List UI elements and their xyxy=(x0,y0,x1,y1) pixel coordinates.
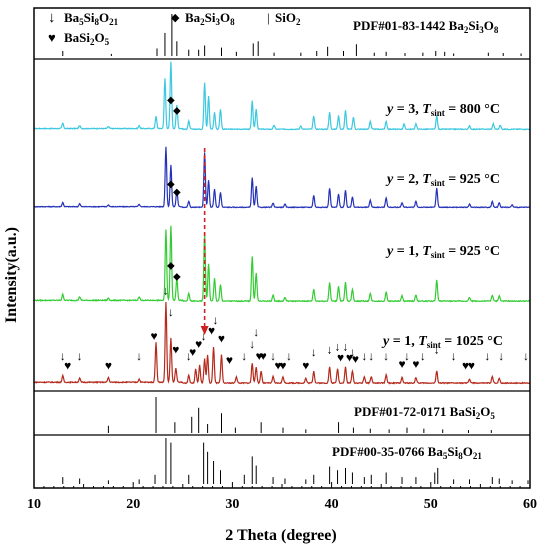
phase-marker-3-46: ↓ xyxy=(484,349,490,363)
phase-marker-3-43: ↓ xyxy=(451,349,457,363)
phase-marker-3-30: ♥ xyxy=(337,351,344,365)
phase-marker-3-4: ↓ xyxy=(136,349,142,363)
series-label-2: y = 2, Tsint = 925 °C xyxy=(385,172,500,188)
phase-marker-2-1: ◆ xyxy=(173,272,181,283)
phase-marker-3-15: ♥ xyxy=(218,331,225,345)
legend-label-basi2o5: BaSi2O5 xyxy=(64,30,110,47)
phase-markers: ◆◆◆◆◆◆↓ ↓♥ ♥↓♥↓↓♥ ↓♥♥↓ ♥↓♥♥ ↓↓↓♥♥ ↓♥♥↓♥↓ ↓ ↓♥↓♥↓… xyxy=(60,95,529,372)
legend-symbol-basi2o5: ♥ xyxy=(48,30,56,45)
ref-label-top: PDF#01-83-1442 Ba2Si3O8 xyxy=(353,18,499,35)
legend-label-ba5si8o21: Ba5Si8O21 xyxy=(64,10,119,27)
phase-marker-0-0: ◆ xyxy=(167,95,175,106)
x-tick-label-40: 40 xyxy=(325,497,339,512)
x-tick-label-50: 50 xyxy=(424,497,438,512)
phase-marker-3-3: ♥ xyxy=(105,359,112,373)
phase-marker-3-31: ↓ xyxy=(342,339,348,353)
phase-marker-3-33: ↓ xyxy=(349,345,355,359)
phase-marker-3-21: ♥ xyxy=(260,349,267,363)
phase-marker-3-14: ↓ xyxy=(213,313,219,327)
phase-marker-3-36: ↓ xyxy=(368,349,374,363)
phase-marker-3-28: ↓ xyxy=(327,343,333,357)
phase-marker-3-6: ↓ xyxy=(163,283,169,297)
phase-marker-3-40: ♥ xyxy=(412,357,419,371)
phase-marker-3-25: ↓ xyxy=(286,349,292,363)
pattern-line-2 xyxy=(33,225,531,303)
phase-marker-3-48: ↓ xyxy=(523,349,529,363)
legend-label-sio2: SiO2 xyxy=(275,10,301,27)
axes: 10 20 30 40 50 60 xyxy=(27,7,537,512)
phase-marker-3-44: ♥ xyxy=(462,359,469,373)
phase-marker-3-18: ↓ xyxy=(249,337,255,351)
phase-legend: ↓ Ba5Si8O21 ◆ Ba2Si3O8 | SiO2 ♥ BaSi2O5 xyxy=(48,10,301,47)
phase-marker-3-41: ↓ xyxy=(420,349,426,363)
phase-marker-3-38: ♥ xyxy=(398,357,405,371)
phase-marker-3-12: ↓ xyxy=(201,329,207,343)
phase-marker-1-1: ◆ xyxy=(173,187,181,198)
phase-marker-3-32: ♥ xyxy=(346,351,353,365)
phase-marker-3-20: ♥ xyxy=(256,349,263,363)
pattern-line-0 xyxy=(33,61,531,131)
phase-marker-3-45: ♥ xyxy=(468,359,475,373)
phase-marker-3-17: ↓ xyxy=(241,349,247,363)
x-tick-label-60: 60 xyxy=(523,497,537,512)
phase-marker-3-0: ↓ xyxy=(60,349,66,363)
legend-symbol-ba5si8o21: ↓ xyxy=(48,10,56,26)
ref-label-middle: PDF#01-72-0171 BaSi2O5 xyxy=(354,404,495,421)
phase-marker-3-11: ♥ xyxy=(195,337,202,351)
phase-marker-3-9: ↓ xyxy=(186,349,192,363)
phase-marker-3-27: ↓ xyxy=(311,345,317,359)
phase-marker-3-23: ♥ xyxy=(274,359,281,373)
x-tick-label-10: 10 xyxy=(27,497,41,512)
legend-symbol-ba2si3o8: ◆ xyxy=(171,12,180,24)
series-label-1: y = 3, Tsint = 800 °C xyxy=(385,102,500,118)
phase-marker-3-19: ↓ xyxy=(253,325,259,339)
phase-marker-3-47: ↓ xyxy=(498,349,504,363)
phase-marker-3-1: ↓ xyxy=(77,349,83,363)
x-axis-title: 2 Theta (degree) xyxy=(225,527,336,544)
x-tick-label-20: 20 xyxy=(126,497,140,512)
legend-symbol-sio2: | xyxy=(267,10,270,25)
phase-marker-3-10: ♥ xyxy=(189,345,196,359)
pattern-line-3 xyxy=(33,301,531,385)
phase-marker-3-22: ↓ xyxy=(270,349,276,363)
phase-marker-1-0: ◆ xyxy=(167,179,175,190)
legend-label-ba2si3o8: Ba2Si3O8 xyxy=(185,10,235,27)
phase-marker-0-1: ◆ xyxy=(173,105,181,116)
phase-marker-3-16: ♥ xyxy=(226,353,233,367)
phase-marker-3-42: ↓ xyxy=(434,343,440,357)
series-label-4: y = 1, Tsint = 1025 °C xyxy=(381,334,503,350)
x-tick-label-30: 30 xyxy=(225,497,239,512)
phase-marker-3-26: ♥ xyxy=(302,359,309,373)
phase-marker-3-35: ↓ xyxy=(361,349,367,363)
phase-marker-3-7: ↓ xyxy=(168,305,174,319)
phase-marker-3-13: ♥ xyxy=(208,323,215,337)
phase-marker-2-0: ◆ xyxy=(167,260,175,271)
reference-patterns xyxy=(62,14,529,484)
phase-marker-3-34: ♥ xyxy=(352,352,359,366)
phase-marker-3-8: ♥ xyxy=(172,343,179,357)
pattern-line-1 xyxy=(33,146,531,209)
phase-marker-3-29: ↓ xyxy=(335,339,341,353)
series-layer xyxy=(33,61,531,385)
phase-marker-3-24: ♥ xyxy=(279,359,286,373)
phase-marker-3-5: ♥ xyxy=(150,329,157,343)
y-axis-title: Intensity(a.u.) xyxy=(3,227,20,323)
ref-label-bottom: PDF#00-35-0766 Ba5Si8O21 xyxy=(332,444,482,461)
phase-marker-3-2: ♥ xyxy=(64,359,71,373)
series-label-3: y = 1, Tsint = 925 °C xyxy=(385,244,500,260)
phase-marker-3-39: ↓ xyxy=(404,349,410,363)
annotation-arrowhead-0 xyxy=(200,326,209,335)
phase-marker-3-37: ↓ xyxy=(383,349,389,363)
